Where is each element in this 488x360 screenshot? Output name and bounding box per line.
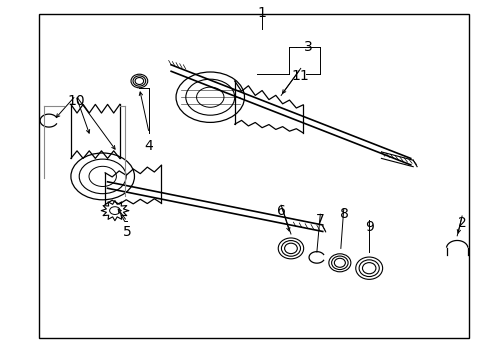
Text: 5: 5 <box>122 225 131 239</box>
Bar <box>39 14 468 338</box>
Text: 7: 7 <box>315 213 324 226</box>
Text: 8: 8 <box>340 207 348 221</box>
Text: 1: 1 <box>257 6 265 19</box>
Text: 10: 10 <box>67 94 84 108</box>
Text: 6: 6 <box>276 204 285 217</box>
Text: 3: 3 <box>303 40 312 54</box>
Text: 4: 4 <box>144 139 153 153</box>
Text: 2: 2 <box>457 216 466 230</box>
Text: 11: 11 <box>291 69 309 82</box>
Text: 9: 9 <box>364 220 373 234</box>
